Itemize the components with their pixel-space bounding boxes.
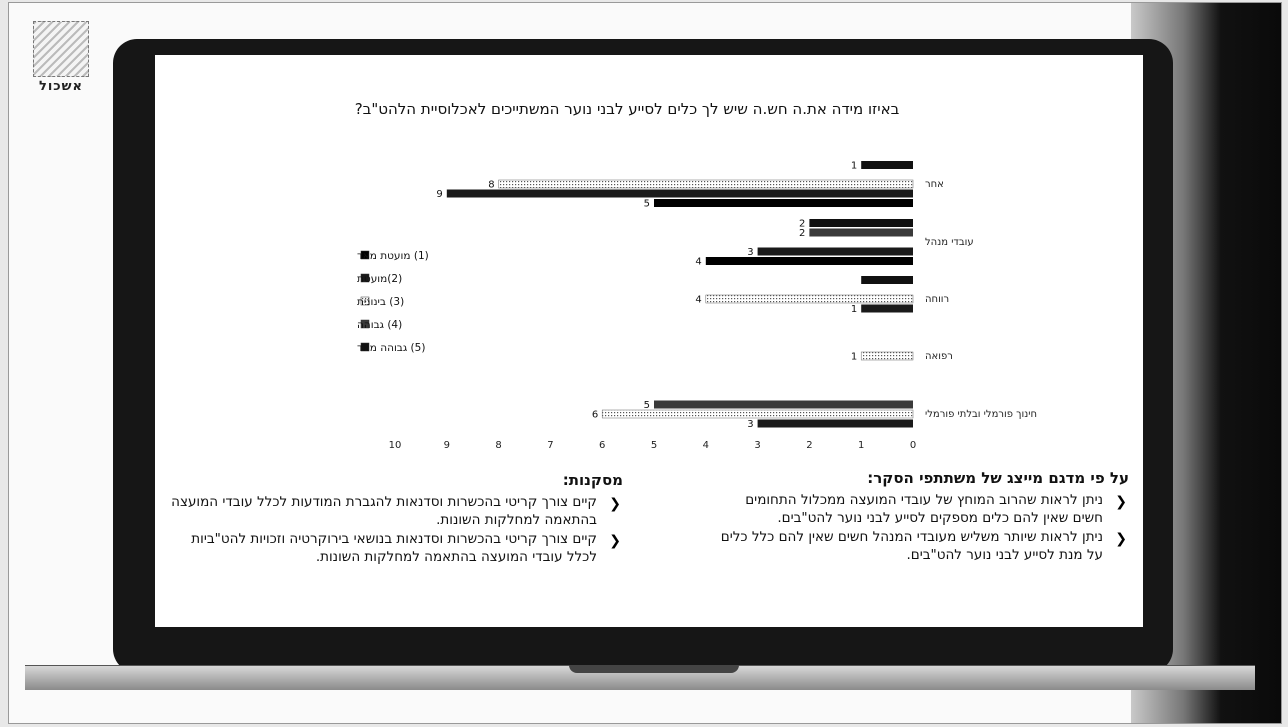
legend-label: (5) גבוהה מאד <box>357 342 425 354</box>
legend-swatch <box>360 319 370 329</box>
data-label: 5 <box>644 400 650 411</box>
bar <box>861 161 913 169</box>
bar <box>705 257 913 265</box>
conclusions-title: מסקנות: <box>562 471 623 489</box>
data-label: 1 <box>851 161 857 172</box>
bar <box>757 419 913 428</box>
legend-swatch <box>360 296 370 306</box>
legend-label: (3) בינונית <box>357 296 404 308</box>
category-label: עובדי מנהל <box>925 237 974 248</box>
x-tick-label: 0 <box>910 440 916 451</box>
scanned-page: אשכול באיזו מידה את.ה חש.ה שיש לך כלים ל… <box>8 2 1282 724</box>
data-label: 3 <box>747 247 753 258</box>
finding-item: ❮ ניתן לראות שיותר משליש מעובדי המנהל חשי… <box>715 528 1129 564</box>
finding-text: ניתן לראות שהרוב המוחץ של עובדי המועצה מ… <box>745 492 1103 526</box>
x-tick-label: 6 <box>599 440 605 451</box>
bar <box>601 409 914 419</box>
data-label: 8 <box>488 180 494 191</box>
chevron-left-icon: ❮ <box>609 533 621 549</box>
category-label: רווחה <box>925 294 949 305</box>
findings-panel: על פי מדגם מייצג של משתתפי הסקר: ❮ ניתן ל… <box>715 469 1129 565</box>
data-label: 1 <box>851 352 857 363</box>
category-label: אחר <box>925 179 944 190</box>
legend-swatch <box>360 273 370 283</box>
conclusion-item: ❮ קיים צורך קריטי בהכשרות וסדנאות להגברת … <box>163 493 623 529</box>
laptop-notch <box>569 665 739 673</box>
finding-text: ניתן לראות שיותר משליש מעובדי המנהל חשים… <box>720 529 1103 563</box>
x-tick-label: 10 <box>389 440 402 451</box>
bar <box>860 351 914 361</box>
eshkol-logo: אשכול <box>33 21 89 94</box>
finding-item: ❮ ניתן לראות שהרוב המוחץ של עובדי המועצה … <box>715 491 1129 527</box>
x-tick-label: 4 <box>703 440 709 451</box>
x-tick-label: 9 <box>444 440 450 451</box>
legend-swatch <box>360 250 370 260</box>
x-tick-label: 3 <box>754 440 760 451</box>
x-tick-label: 5 <box>651 440 657 451</box>
bar <box>861 304 913 313</box>
data-label: 1 <box>851 304 857 315</box>
bar <box>654 400 913 409</box>
data-label: 2 <box>799 219 805 230</box>
bar <box>498 179 914 189</box>
x-tick-label: 1 <box>858 440 864 451</box>
chart-title: באיזו מידה את.ה חש.ה שיש לך כלים לסייע ל… <box>354 100 900 118</box>
chevron-left-icon: ❮ <box>1115 531 1127 547</box>
category-label: חינוך פורמלי ובלתי פורמלי <box>925 409 1037 420</box>
bar <box>809 228 913 237</box>
x-tick-label: 2 <box>806 440 812 451</box>
data-label: 4 <box>695 295 701 306</box>
data-label: 5 <box>644 199 650 210</box>
conclusion-text: קיים צורך קריטי בהכשרות וסדנאות בנושאי ב… <box>191 531 597 565</box>
bar <box>446 189 913 198</box>
bar <box>809 219 913 227</box>
category-label: רפואה <box>925 351 953 362</box>
bar <box>861 276 913 284</box>
conclusions-panel: מסקנות: ❮ קיים צורך קריטי בהכשרות וסדנאות… <box>163 471 623 567</box>
data-label: 3 <box>747 419 753 430</box>
data-label: 9 <box>436 189 442 200</box>
legend-swatch <box>360 342 370 352</box>
logo-text: אשכול <box>38 79 83 94</box>
bar <box>654 199 913 207</box>
data-label: 6 <box>592 410 598 421</box>
legend-label: (4) גבוהה <box>357 319 402 331</box>
bar <box>757 247 913 256</box>
chevron-left-icon: ❮ <box>1115 494 1127 510</box>
chevron-left-icon: ❮ <box>609 496 621 512</box>
bar <box>705 294 914 304</box>
bar-chart: אחר עובדי מנהל רווחה רפואה חינוך פורמלי ובלת… <box>357 161 1037 452</box>
legend-label: (2)מועטת <box>357 273 402 285</box>
conclusion-text: קיים צורך קריטי בהכשרות וסדנאות להגברת ה… <box>171 494 597 528</box>
laptop-screen: באיזו מידה את.ה חש.ה שיש לך כלים לסייע ל… <box>155 55 1143 627</box>
data-label: 4 <box>695 257 701 268</box>
findings-title: על פי מדגם מייצג של משתתפי הסקר: <box>867 469 1129 487</box>
x-tick-label: 8 <box>495 440 501 451</box>
x-tick-label: 7 <box>547 440 553 451</box>
conclusion-item: ❮ קיים צורך קריטי בהכשרות וסדנאות בנושאי … <box>163 530 623 566</box>
data-label: 2 <box>799 228 805 239</box>
legend-label: (1) מועטת מאד <box>357 250 429 262</box>
logo-emblem-icon <box>33 21 89 77</box>
